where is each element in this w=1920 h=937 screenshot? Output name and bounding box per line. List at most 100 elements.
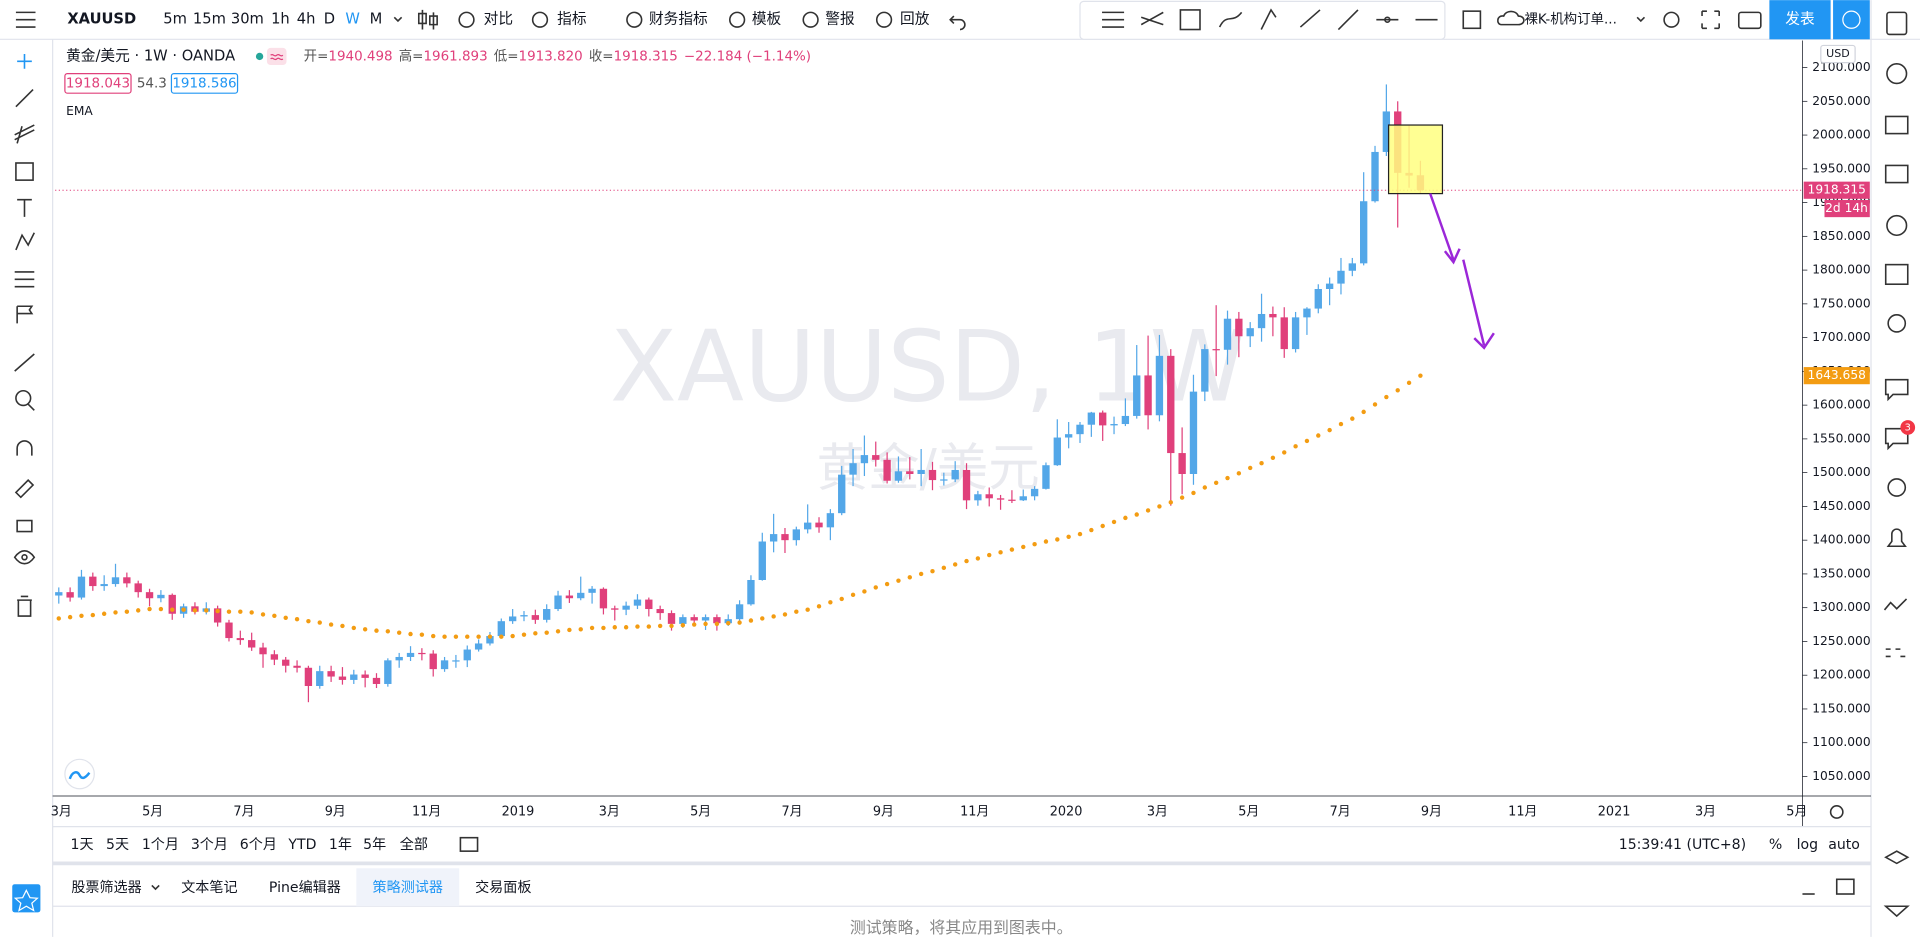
range-button[interactable]: 1个月 <box>142 837 179 853</box>
panel-tab[interactable]: 策略测试器 <box>373 879 443 896</box>
maximize-icon[interactable] <box>1835 878 1855 895</box>
ema-dot <box>158 606 164 612</box>
range-button[interactable]: 全部 <box>400 836 428 853</box>
dropdown[interactable] <box>393 16 403 23</box>
button-icon[interactable] <box>729 11 746 28</box>
candle-body <box>917 469 925 474</box>
toolbar-button[interactable]: 对比 <box>484 11 513 28</box>
ema-dot <box>147 606 152 612</box>
x-tick-label: 5月 <box>1786 804 1807 819</box>
interval[interactable]: 15m <box>193 11 226 28</box>
toolbar-button[interactable]: 回放 <box>900 11 930 28</box>
range-button[interactable]: 1天 <box>71 837 94 853</box>
favorites-button[interactable] <box>12 884 41 913</box>
range-button[interactable]: 3个月 <box>191 837 228 853</box>
ema-dot <box>862 589 867 594</box>
toolbar-button[interactable]: 指标 <box>557 11 587 28</box>
range-button[interactable]: 1年 <box>329 837 352 853</box>
select-icon[interactable] <box>1462 10 1482 30</box>
candle-body <box>611 608 619 610</box>
ema-dot <box>737 620 742 625</box>
y-tick-label: 1150.000 <box>1812 701 1870 715</box>
ema-dot <box>431 633 436 639</box>
ema-dot <box>828 600 833 605</box>
highlight-box[interactable] <box>1387 124 1444 195</box>
play-icon[interactable] <box>1842 10 1861 29</box>
snapshot-icon[interactable] <box>1737 11 1762 30</box>
fullscreen-icon[interactable] <box>1701 10 1720 30</box>
interval[interactable]: 30m <box>231 11 264 28</box>
toolbar-button[interactable]: 财务指标 <box>649 11 708 28</box>
range-button[interactable]: YTD <box>287 837 316 853</box>
range-button[interactable]: 6个月 <box>240 837 277 853</box>
ema-dot <box>533 631 538 636</box>
toolbar-button[interactable]: 模板 <box>752 10 782 28</box>
bid-box[interactable] <box>64 72 132 94</box>
star-icon[interactable] <box>13 888 39 912</box>
right-toolbar[interactable] <box>1883 11 1910 918</box>
interval[interactable]: M <box>370 11 383 28</box>
symbol[interactable]: XAUUSD <box>67 11 136 28</box>
candle-body <box>338 676 347 680</box>
candle-body <box>236 638 244 641</box>
interval[interactable]: W <box>345 11 360 28</box>
ema-dot <box>113 610 118 615</box>
ohlc-value: 1913.820 <box>519 49 583 64</box>
toolbar-button[interactable]: 警报 <box>825 11 855 28</box>
settings-icon[interactable] <box>1663 11 1680 28</box>
bid[interactable]: 1918.043 <box>66 76 130 91</box>
x-tick-label: 5月 <box>1238 804 1259 819</box>
publish-button[interactable] <box>1769 0 1831 40</box>
panel-tab[interactable]: 文本笔记 <box>181 880 237 896</box>
dropdown[interactable] <box>151 884 160 891</box>
ohlc-label: 高= <box>399 47 424 64</box>
scale-option[interactable]: % <box>1769 837 1782 853</box>
button-icon[interactable] <box>531 11 549 28</box>
candle-body <box>316 671 324 686</box>
range-button[interactable]: 5天 <box>106 837 129 853</box>
publish-label[interactable]: 发表 <box>1785 11 1815 28</box>
date-range-icon[interactable] <box>459 836 479 852</box>
axis-settings[interactable] <box>1829 805 1844 819</box>
panel-tab[interactable]: 交易面板 <box>475 879 531 896</box>
button-icon[interactable] <box>802 11 819 28</box>
interval[interactable]: D <box>324 11 335 28</box>
candle-body <box>66 592 74 598</box>
ask-box[interactable] <box>170 72 239 94</box>
scale-option[interactable]: auto <box>1828 837 1860 853</box>
ask[interactable]: 1918.586 <box>172 76 236 91</box>
scale-option[interactable]: log <box>1797 837 1818 853</box>
panel-tab[interactable]: 股票筛选器 <box>71 880 141 896</box>
drawing-toolbar-icons[interactable] <box>1102 8 1438 31</box>
alert-badge: 3 <box>1905 422 1911 433</box>
chart-style-icon[interactable] <box>417 9 438 30</box>
interval[interactable]: 5m <box>163 11 187 28</box>
countdown-box <box>1824 200 1870 218</box>
button-icon[interactable] <box>875 11 893 28</box>
play-button[interactable] <box>1833 0 1870 40</box>
ema-dot <box>816 604 822 609</box>
ema-dot <box>964 558 969 564</box>
arrow-annotations[interactable] <box>1429 193 1495 350</box>
candle-body <box>928 469 937 481</box>
range-button[interactable]: 5年 <box>363 837 386 853</box>
candle-body <box>327 671 335 677</box>
interval[interactable]: 4h <box>297 11 316 28</box>
layout-name[interactable]: 裸K-机构订单... <box>1524 12 1616 28</box>
menu-icon[interactable] <box>15 11 36 28</box>
currency[interactable]: USD <box>1826 47 1850 60</box>
y-tick-label: 1750.000 <box>1812 296 1870 310</box>
currency-box[interactable] <box>1820 44 1856 64</box>
dropdown[interactable] <box>1636 16 1646 23</box>
ema-dot <box>294 616 300 622</box>
ema-dot <box>646 624 652 629</box>
interval[interactable]: 1h <box>271 11 290 28</box>
y-tick-label: 1600.000 <box>1812 398 1870 412</box>
candle-body <box>1269 313 1277 318</box>
undo-icon[interactable] <box>949 15 966 31</box>
button-icon[interactable] <box>458 11 475 28</box>
panel-tab[interactable]: Pine编辑器 <box>269 880 341 896</box>
button-icon[interactable] <box>626 11 643 28</box>
left-toolbar[interactable] <box>13 54 36 617</box>
